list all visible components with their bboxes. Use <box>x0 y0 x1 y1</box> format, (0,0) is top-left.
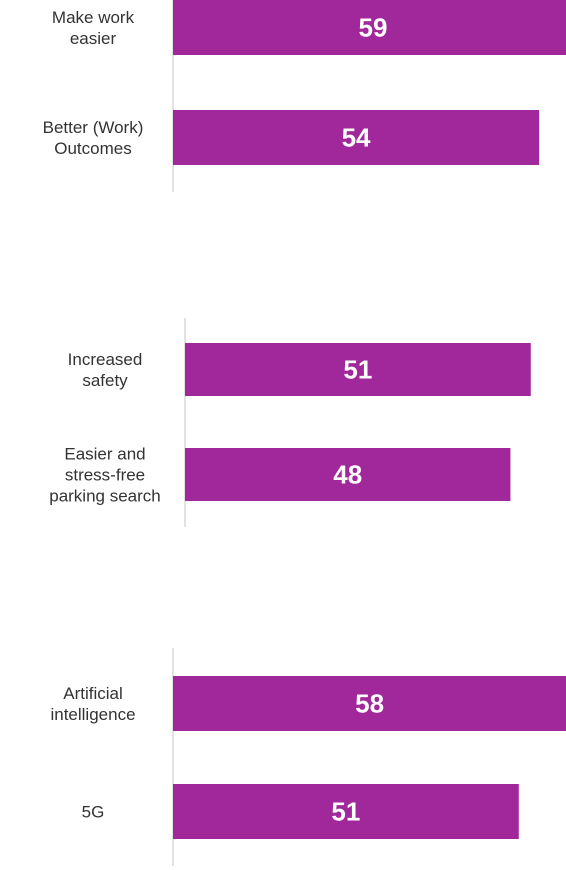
category-label-line: easier <box>70 29 117 48</box>
category-label-line: Outcomes <box>54 139 131 158</box>
category-label-line: Better (Work) <box>43 118 144 137</box>
category-label-line: parking search <box>49 487 161 506</box>
category-label-2-1: Increased safety <box>68 350 143 390</box>
category-label-2-2: Easier and stress-free parking search <box>49 445 161 506</box>
category-label-line: 5G <box>82 803 105 822</box>
bar-1-2 <box>173 110 540 165</box>
category-label-1-1: Make work easier <box>52 8 135 48</box>
category-label-1-2: Better (Work) Outcomes <box>43 118 144 158</box>
bar-2-1 <box>185 343 531 396</box>
value-label-3-1: 58 <box>355 689 384 719</box>
bar-2-2 <box>185 448 511 501</box>
value-label-2-2: 48 <box>333 460 362 490</box>
bar-3-2 <box>173 784 519 839</box>
category-label-line: Easier and <box>64 445 145 464</box>
category-label-line: safety <box>82 371 128 390</box>
value-label-1-2: 54 <box>342 123 371 153</box>
category-label-line: Increased <box>68 350 143 369</box>
category-label-3-1: Artificial intelligence <box>50 684 135 724</box>
value-label-2-1: 51 <box>343 355 372 385</box>
bar-3-1 <box>173 676 566 731</box>
category-label-line: intelligence <box>50 705 135 724</box>
value-label-3-2: 51 <box>331 797 360 827</box>
category-label-3-2: 5G <box>82 803 105 822</box>
category-label-line: Make work <box>52 8 135 27</box>
category-label-line: Artificial <box>63 684 123 703</box>
bar-1-1 <box>173 0 566 55</box>
category-label-line: stress-free <box>65 466 145 485</box>
value-label-1-1: 59 <box>359 13 388 43</box>
